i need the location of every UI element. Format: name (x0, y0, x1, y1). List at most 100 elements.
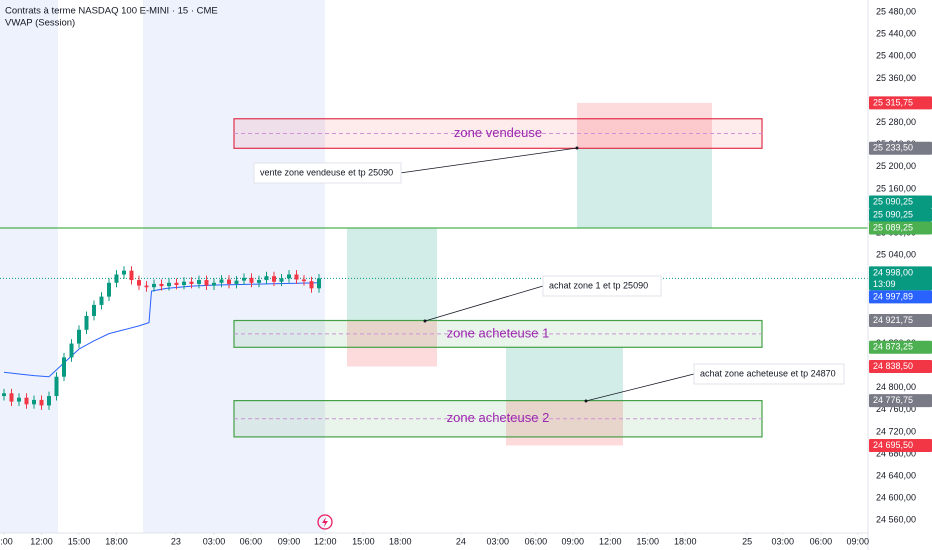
price-tag (869, 221, 932, 235)
candle-body (264, 276, 269, 281)
position-loss (506, 400, 623, 446)
candle-body (257, 280, 261, 283)
vwap-line (3, 282, 320, 378)
chart-title: Contrats à terme NASDAQ 100 E-MINI · 15 … (5, 6, 218, 17)
price-tag-label: 24 998,00 (873, 267, 913, 277)
candle-body (17, 397, 21, 402)
price-tag (869, 96, 932, 110)
annotation-anchor (423, 319, 427, 323)
y-tick-label: 25 440,00 (876, 29, 916, 39)
candle-body (39, 399, 44, 406)
x-tick-label: 12:00 (30, 536, 53, 546)
candle-body (189, 281, 194, 284)
session-shade (0, 0, 58, 533)
annotation-text: achat zone acheteuse et tp 24870 (700, 368, 836, 378)
candle-body (144, 285, 149, 288)
zone-label: zone acheteuse 2 (447, 410, 550, 425)
price-tag-label: 24 997,89 (873, 291, 913, 301)
price-tag (869, 208, 932, 222)
replay-icon[interactable] (317, 514, 333, 530)
candle-body (77, 329, 81, 344)
price-tag-label: 24 695,50 (873, 440, 913, 450)
price-tag-label: 24 873,25 (873, 342, 913, 352)
x-tick-label: 09:00 (561, 536, 584, 546)
candle-body (279, 278, 284, 282)
price-tag-label: 25 090,25 (873, 209, 913, 219)
y-tick-label: 25 400,00 (876, 51, 916, 61)
annotation-anchor (575, 146, 579, 150)
x-tick-label: 06:00 (525, 536, 548, 546)
x-tick-label: 9:00 (0, 536, 13, 546)
x-tick-label: 15:00 (636, 536, 659, 546)
price-tag-label: 25 089,25 (873, 222, 913, 232)
annotation-box (253, 162, 402, 184)
candle-body (107, 282, 111, 297)
price-tag (869, 438, 932, 452)
position-loss (347, 320, 437, 367)
price-tag-label: 24 921,75 (873, 315, 913, 325)
annotation-connector (424, 285, 544, 322)
candle-body (32, 399, 36, 405)
x-tick-label: 09:00 (846, 536, 869, 546)
price-tag (869, 314, 932, 328)
candle-body (182, 281, 186, 286)
x-tick-label: 12:00 (599, 536, 622, 546)
candle-body (99, 296, 104, 305)
x-tick-label: 09:00 (278, 536, 301, 546)
candle-body (302, 279, 306, 282)
price-tag (869, 359, 932, 373)
candle-body (92, 304, 96, 316)
candle-body (47, 396, 51, 406)
price-tag (869, 394, 932, 408)
y-tick-label: 24 560,00 (876, 515, 916, 525)
y-tick-label: 25 280,00 (876, 117, 916, 127)
candle-body (234, 280, 239, 284)
position-profit (577, 148, 712, 228)
x-tick-label: 18:00 (389, 536, 412, 546)
price-countdown: 13:09 (873, 279, 896, 289)
candle-body (9, 393, 14, 402)
y-tick-label: 25 200,00 (876, 161, 916, 171)
candle-body (137, 280, 141, 286)
candle-body (204, 280, 209, 286)
x-tick-label: 18:00 (674, 536, 697, 546)
annotation-text: achat zone 1 et tp 25090 (549, 280, 648, 290)
candle-body (219, 279, 224, 283)
x-tick-label: 03:00 (771, 536, 794, 546)
x-tick-label: 12:00 (314, 536, 337, 546)
y-tick-label: 24 800,00 (876, 382, 916, 392)
y-tick-label: 24 600,00 (876, 493, 916, 503)
y-tick-label: 25 040,00 (876, 250, 916, 260)
annotation-connector (585, 373, 695, 402)
price-tag (869, 290, 932, 304)
candle-body (159, 283, 164, 287)
indicator-label: VWAP (Session) (5, 18, 75, 29)
annotation-box (693, 363, 845, 385)
price-tag (869, 340, 932, 354)
candle-body (294, 274, 299, 280)
position-profit (347, 227, 437, 321)
price-tag-label: 25 315,75 (873, 97, 913, 107)
x-tick-label: 15:00 (68, 536, 91, 546)
candle-body (69, 343, 74, 358)
candle-body (152, 283, 156, 288)
y-tick-label: 24 680,00 (876, 448, 916, 458)
candle-body (309, 281, 314, 289)
candle-body (174, 282, 179, 286)
annotation-anchor (584, 399, 588, 403)
price-tag (869, 266, 932, 291)
price-tag-label: 25 233,50 (873, 143, 913, 153)
price-tag-label: 25 090,25 (873, 196, 913, 206)
price-tag-label: 24 838,50 (873, 361, 913, 371)
candle-body (197, 280, 201, 284)
session-shade (143, 0, 325, 533)
y-tick-label: 24 720,00 (876, 426, 916, 436)
candle-body (62, 357, 66, 377)
x-tick-label: 24 (456, 536, 466, 546)
candle-body (129, 270, 134, 281)
price-tag-label: 24 776,75 (873, 395, 913, 405)
y-tick-label: 24 640,00 (876, 471, 916, 481)
candle-body (84, 315, 89, 330)
candle-body (287, 274, 291, 279)
